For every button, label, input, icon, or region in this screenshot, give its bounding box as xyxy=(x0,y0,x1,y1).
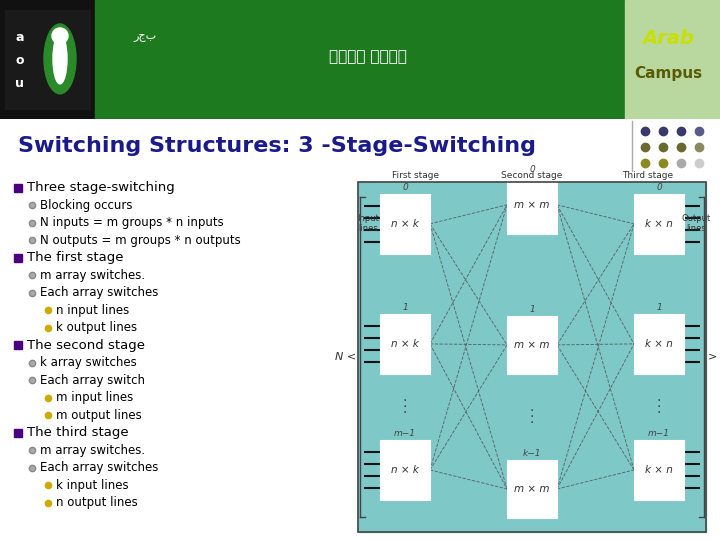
Bar xyxy=(507,316,557,374)
Text: Blocking occurs: Blocking occurs xyxy=(40,199,132,212)
Text: Each array switches: Each array switches xyxy=(40,462,158,475)
Text: N <: N < xyxy=(335,352,356,362)
Text: k × n: k × n xyxy=(645,339,673,349)
Bar xyxy=(220,24,515,94)
Text: u: u xyxy=(15,77,24,90)
Text: m array switches.: m array switches. xyxy=(40,444,145,457)
Text: m output lines: m output lines xyxy=(56,409,142,422)
Ellipse shape xyxy=(53,34,67,84)
Text: Output
lines: Output lines xyxy=(681,214,711,233)
Text: k input lines: k input lines xyxy=(56,479,129,492)
Text: a: a xyxy=(15,31,24,44)
Text: ⋅: ⋅ xyxy=(530,416,534,430)
Text: 1: 1 xyxy=(529,305,535,314)
Text: ⋅: ⋅ xyxy=(402,406,408,420)
Text: Each array switch: Each array switch xyxy=(40,374,145,387)
Text: Campus: Campus xyxy=(634,66,702,82)
Bar xyxy=(95,0,625,119)
Text: > N: > N xyxy=(708,352,720,362)
Bar xyxy=(507,460,557,518)
Text: ⋅: ⋅ xyxy=(402,394,408,408)
Text: Each array switches: Each array switches xyxy=(40,286,158,299)
Bar xyxy=(380,314,430,374)
Bar xyxy=(358,182,706,532)
Bar xyxy=(507,176,557,234)
Bar xyxy=(100,14,190,64)
Ellipse shape xyxy=(280,31,440,86)
Text: k−1: k−1 xyxy=(523,449,541,458)
Text: Arab: Arab xyxy=(642,30,694,49)
Text: Second stage: Second stage xyxy=(501,171,563,180)
Text: The second stage: The second stage xyxy=(27,339,145,352)
Bar xyxy=(634,194,684,254)
Bar xyxy=(358,182,706,532)
Bar xyxy=(5,10,90,109)
Text: n × k: n × k xyxy=(391,465,419,475)
Text: n input lines: n input lines xyxy=(56,304,130,317)
Text: N outputs = m groups * n outputs: N outputs = m groups * n outputs xyxy=(40,234,240,247)
Bar xyxy=(0,0,95,119)
Bar xyxy=(634,440,684,500)
Bar xyxy=(625,0,720,119)
Text: m−1: m−1 xyxy=(648,429,670,438)
Bar xyxy=(632,119,720,173)
Ellipse shape xyxy=(44,24,76,94)
Bar xyxy=(634,314,684,374)
Text: N inputs = m groups * n inputs: N inputs = m groups * n inputs xyxy=(40,217,224,230)
Text: 0: 0 xyxy=(656,183,662,192)
Text: m × m: m × m xyxy=(514,340,550,350)
Text: ⋅: ⋅ xyxy=(530,410,534,424)
Text: Input
lines: Input lines xyxy=(357,214,379,233)
Text: k array switches: k array switches xyxy=(40,356,137,369)
Text: ⋅: ⋅ xyxy=(402,400,408,414)
Text: Switching Structures: 3 -Stage-Switching: Switching Structures: 3 -Stage-Switching xyxy=(18,136,536,156)
Text: Third stage: Third stage xyxy=(622,171,674,180)
Text: 0: 0 xyxy=(529,165,535,174)
Text: m array switches.: m array switches. xyxy=(40,269,145,282)
Text: n × k: n × k xyxy=(391,219,419,229)
Bar xyxy=(380,440,430,500)
Text: 1: 1 xyxy=(402,303,408,312)
Bar xyxy=(380,194,430,254)
Text: n × k: n × k xyxy=(391,339,419,349)
Text: ⋅: ⋅ xyxy=(657,406,661,420)
Text: ⋅: ⋅ xyxy=(657,400,661,414)
Text: رجب: رجب xyxy=(133,32,157,42)
Text: The first stage: The first stage xyxy=(27,251,124,265)
Text: o: o xyxy=(15,54,24,67)
Text: m−1: m−1 xyxy=(394,429,416,438)
Text: 0: 0 xyxy=(402,183,408,192)
Text: ⋅: ⋅ xyxy=(530,404,534,418)
Text: First stage: First stage xyxy=(392,171,440,180)
Text: n output lines: n output lines xyxy=(56,496,138,509)
Text: Three stage-switching: Three stage-switching xyxy=(27,181,175,194)
Text: k × n: k × n xyxy=(645,465,673,475)
Text: k × n: k × n xyxy=(645,219,673,229)
Circle shape xyxy=(52,28,68,44)
Text: The third stage: The third stage xyxy=(27,427,129,440)
Text: m × m: m × m xyxy=(514,484,550,494)
Text: ⋅: ⋅ xyxy=(657,394,661,408)
Text: m input lines: m input lines xyxy=(56,392,133,404)
Text: الله أكبر: الله أكبر xyxy=(329,49,407,64)
Text: k output lines: k output lines xyxy=(56,321,137,334)
Bar xyxy=(0,119,630,173)
Text: 1: 1 xyxy=(656,303,662,312)
Text: m × m: m × m xyxy=(514,200,550,210)
